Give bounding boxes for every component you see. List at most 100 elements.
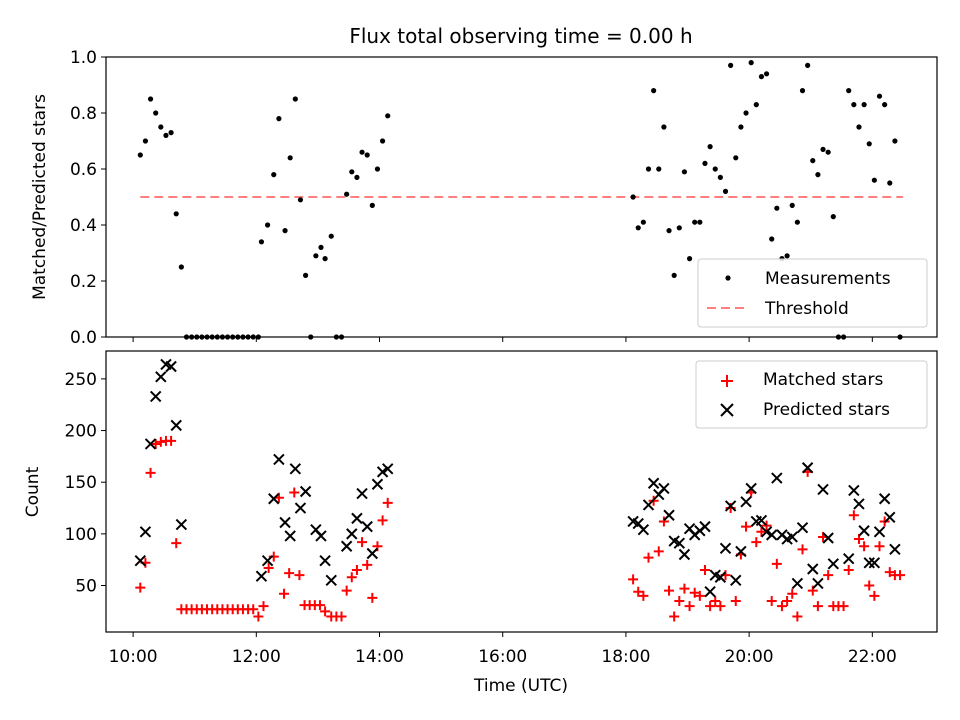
- predicted-point: [760, 526, 773, 538]
- measurement-point: [661, 124, 667, 130]
- ratio-y-tick-label: 0.0: [70, 328, 97, 348]
- x-axis-label: Time (UTC): [473, 676, 568, 696]
- matched-point: [787, 588, 798, 599]
- measurement-point: [282, 228, 288, 234]
- measurement-point: [168, 130, 174, 136]
- measurement-point: [292, 96, 298, 102]
- predicted-point: [315, 530, 327, 542]
- legend-measurement-marker: [725, 275, 731, 281]
- predicted-point: [786, 531, 798, 543]
- measurement-point: [137, 152, 143, 158]
- measurement-point: [763, 71, 770, 77]
- matched-point: [669, 611, 680, 622]
- predicted-point: [735, 545, 747, 558]
- matched-point: [155, 436, 166, 447]
- matched-point: [895, 570, 906, 581]
- matched-point: [171, 538, 182, 549]
- matched-point: [756, 526, 767, 537]
- predicted-point: [740, 496, 752, 508]
- measurement-point: [794, 219, 800, 225]
- predicted-point: [284, 530, 296, 542]
- measurement-point: [297, 197, 304, 203]
- measurement-point: [697, 219, 703, 225]
- legend-matched-label: Matched stars: [763, 370, 883, 390]
- measurement-point: [866, 141, 872, 147]
- matched-point: [658, 516, 669, 527]
- predicted-point: [289, 463, 302, 475]
- matched-point: [357, 537, 368, 548]
- measurement-point: [722, 188, 729, 194]
- matched-point: [823, 570, 834, 581]
- predicted-point: [842, 552, 855, 565]
- ratio-legend: Measurements Threshold: [697, 258, 928, 328]
- predicted-point: [765, 529, 778, 541]
- predicted-points: [134, 358, 901, 598]
- matched-point: [248, 604, 259, 615]
- predicted-point: [139, 526, 152, 538]
- matched-point: [145, 467, 156, 478]
- predicted-point: [340, 540, 353, 552]
- measurement-point: [656, 166, 662, 172]
- ratio-y-ticks: 0.0 0.2 0.4 0.6 0.8 1.0: [70, 48, 106, 348]
- matched-point: [766, 596, 777, 607]
- ratio-y-tick-label: 0.2: [70, 272, 97, 292]
- matched-point: [730, 596, 741, 607]
- matched-point: [643, 552, 654, 563]
- predicted-point: [848, 484, 860, 497]
- ratio-panel: 0.0 0.2 0.4 0.6 0.8 1.0 Matched/Predicted sta…: [30, 48, 938, 348]
- predicted-point: [299, 485, 312, 498]
- predicted-point: [873, 526, 886, 538]
- matched-point: [377, 515, 388, 526]
- measurement-point: [645, 166, 652, 172]
- measurement-point: [328, 233, 334, 239]
- legend-measurements-label: Measurements: [765, 269, 891, 289]
- matched-point: [382, 497, 393, 508]
- predicted-point: [642, 499, 655, 511]
- matched-point: [258, 601, 269, 612]
- measurement-point: [173, 211, 179, 217]
- matched-point: [628, 574, 639, 585]
- measurement-point: [846, 88, 852, 94]
- measurement-point: [753, 102, 759, 108]
- legend-predicted-marker: [720, 403, 734, 417]
- matched-point: [284, 568, 295, 579]
- predicted-point: [827, 558, 840, 570]
- matched-point: [869, 590, 880, 601]
- matched-point: [776, 601, 787, 612]
- matched-point: [664, 585, 675, 596]
- matched-point: [838, 601, 849, 612]
- x-tick-label: 18:00: [601, 647, 650, 667]
- ratio-x-ticks: [132, 337, 873, 342]
- measurement-point: [635, 225, 641, 231]
- measurement-point: [276, 116, 282, 122]
- matched-point: [367, 592, 378, 603]
- measurement-point: [784, 253, 790, 259]
- predicted-point: [658, 482, 670, 495]
- matched-point: [320, 606, 331, 617]
- matched-point: [135, 582, 146, 593]
- predicted-point: [796, 521, 809, 534]
- predicted-point: [366, 547, 379, 560]
- predicted-point: [771, 472, 783, 484]
- measurement-point: [825, 149, 831, 155]
- matched-point: [638, 590, 649, 601]
- matched-point: [710, 596, 721, 607]
- matched-point: [336, 611, 347, 622]
- measurement-point: [692, 219, 698, 225]
- matched-point: [346, 572, 357, 583]
- count-y-ticks: 50 100 150 200 250: [65, 370, 106, 597]
- predicted-point: [149, 390, 162, 403]
- measurement-point: [163, 132, 169, 138]
- count-y-tick-label: 250: [65, 370, 97, 390]
- matched-point: [294, 570, 305, 581]
- measurement-point: [364, 152, 370, 158]
- predicted-point: [745, 482, 757, 495]
- x-tick-label: 22:00: [848, 647, 897, 667]
- chart-title: Flux total observing time = 0.00 h: [349, 24, 692, 48]
- ratio-y-tick-label: 0.4: [70, 216, 97, 236]
- predicted-point: [791, 577, 804, 590]
- x-tick-label: 12:00: [232, 647, 281, 667]
- count-panel: 50 100 150 200 250 10:00 12:00 14:00 16:00 18:00…: [23, 350, 938, 696]
- measurement-point: [374, 166, 381, 172]
- measurement-point: [738, 124, 744, 130]
